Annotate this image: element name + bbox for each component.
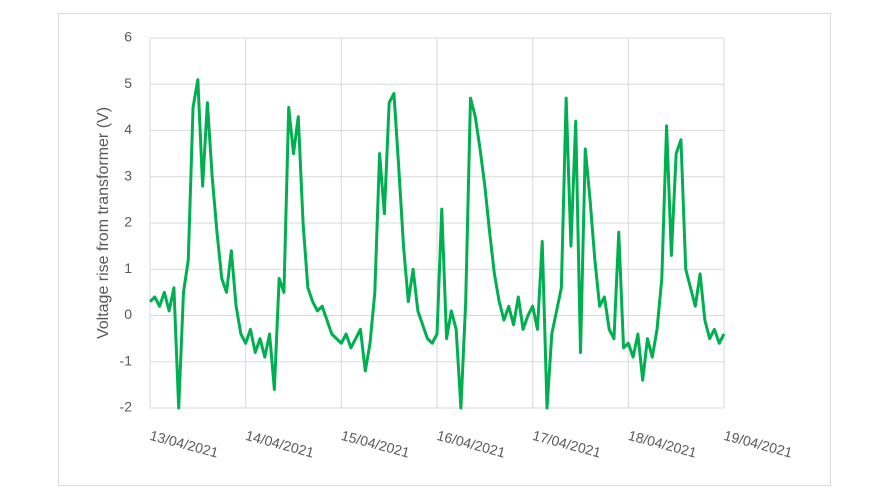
y-tick-label: -1 — [120, 352, 133, 368]
y-tick-label: 5 — [124, 75, 132, 91]
y-tick-label: 6 — [124, 29, 132, 45]
y-axis-label: Voltage rise from transformer (V) — [95, 107, 112, 339]
y-tick-label: 2 — [124, 214, 132, 230]
y-tick-label: 4 — [124, 121, 132, 137]
y-tick-label: 0 — [124, 306, 132, 322]
y-tick-label: 1 — [124, 260, 132, 276]
y-tick-label: 3 — [124, 167, 132, 183]
y-tick-label: -2 — [120, 399, 133, 415]
data-line — [148, 78, 726, 410]
